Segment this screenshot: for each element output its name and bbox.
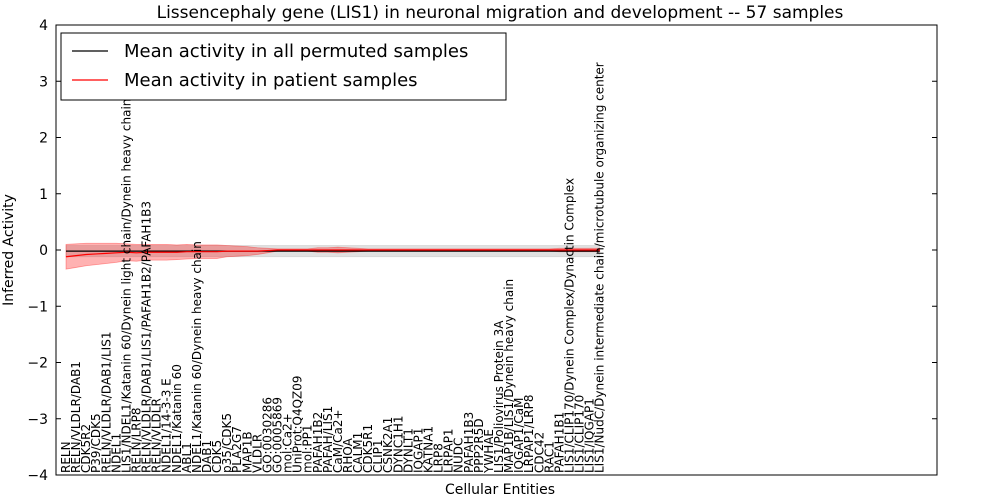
x-tick-label: P39/CDK5	[89, 413, 103, 473]
x-tick-label: LIS1/CLIP170/Dynein Complex/Dynactin Com…	[563, 178, 577, 473]
x-tick-label: LIS1/Poliovirus Protein 3A	[492, 320, 506, 473]
x-tick-label: CDC42	[532, 432, 546, 473]
x-tick-label: CLIP1	[371, 440, 385, 473]
x-tick-label: NDEL1	[109, 433, 123, 473]
x-tick-label: RELN/VLDLR	[150, 398, 164, 473]
x-tick-label: PAFAH1B2	[311, 412, 325, 473]
x-tick-label: CDK5	[210, 440, 224, 473]
x-tick-label: PPP2R5D	[472, 418, 486, 473]
x-tick-label: DYNLT1	[401, 428, 415, 473]
x-tick-label: CDK5R2	[79, 424, 93, 473]
x-tick-label: UniProt:Q4QZ09	[291, 375, 305, 473]
y-tick-label: 2	[39, 131, 48, 147]
legend-box	[60, 32, 507, 101]
x-tick-label: NUDC	[452, 438, 466, 473]
y-tick-label: 0	[39, 243, 48, 259]
x-tick-label: IQGAP1	[411, 428, 425, 473]
x-tick-label: VLDLR	[250, 434, 264, 473]
x-tick-label: RAC1	[542, 441, 556, 473]
x-tick-label: RELN/LRP8	[129, 407, 143, 473]
x-tick-label: NDEL1/Katanin 60/Dynein heavy chain	[190, 241, 204, 473]
legend-label-patient: Mean activity in patient samples	[124, 70, 418, 91]
x-tick-label: LIS1/NudC/Dynein intermediate chain/micr…	[593, 62, 607, 473]
x-tick-label: mol:Ca2+	[281, 413, 295, 473]
legend: Mean activity in all permuted samples Me…	[60, 32, 507, 101]
x-tick-label: CALM1	[351, 432, 365, 473]
x-tick-label: NDEL1/14-3-3 E	[160, 378, 174, 473]
x-tick-label: p35/CDK5	[220, 413, 234, 473]
x-tick-label: GO:0030286	[260, 397, 274, 473]
x-tick-label: KATNA1	[422, 426, 436, 473]
x-tick-label: RELN/VLDLR/DAB1/LIS1	[99, 332, 113, 473]
chart-title: Lissencephaly gene (LIS1) in neuronal mi…	[157, 3, 844, 23]
x-axis-label: Cellular Entities	[445, 482, 555, 498]
x-tick-label: LRP8	[432, 443, 446, 473]
y-tick-label: −4	[27, 468, 48, 484]
y-axis-label: Inferred Activity	[1, 194, 17, 306]
y-tick-label: 3	[39, 74, 48, 90]
x-tick-label: IQGAP1/CaM	[512, 398, 526, 474]
x-tick-label: PAFAH1B3	[462, 412, 476, 473]
x-tick-label: LRPAP1/LRP8	[522, 394, 536, 473]
x-tick-label: LRPAP1	[442, 428, 456, 473]
x-axis-tick-labels: RELNRELN/VLDLR/DAB1CDK5R2P39/CDK5RELN/VL…	[59, 62, 607, 474]
x-tick-label: YWHAE	[482, 429, 496, 474]
y-tick-label: −1	[27, 299, 48, 315]
x-tick-label: CaM/Ca2+	[331, 409, 345, 473]
y-tick-label: 1	[39, 187, 48, 203]
y-tick-label: −2	[27, 356, 48, 372]
x-tick-label: DAB1	[200, 440, 214, 473]
x-tick-label: PLA2G7	[230, 426, 244, 473]
x-tick-label: CDK5R1	[361, 424, 375, 473]
x-tick-label: mol:PP1	[301, 424, 315, 473]
x-tick-label: ABL1	[180, 442, 194, 473]
x-tick-label: RELN	[59, 441, 73, 473]
line-patient-mean	[65, 249, 600, 258]
x-tick-label: LIS1/IQGAP1	[583, 398, 597, 473]
x-tick-label: RHOA	[341, 437, 355, 473]
x-tick-label: MAP1B/LIS1/Dynein heavy chain	[502, 279, 516, 473]
x-tick-label: MAP1B	[240, 431, 254, 473]
x-tick-label: RELN/VLDLR/DAB1	[69, 361, 83, 473]
x-tick-label: DYNC1H1	[391, 415, 405, 473]
x-tick-label: PAFAH1B1	[552, 412, 566, 473]
plot-frame	[55, 24, 938, 476]
x-tick-label: CSNK2A1	[381, 417, 395, 473]
x-tick-label: RELN/VLDLR/DAB1/LIS1/PAFAH1B2/PAFAH1B3	[140, 201, 154, 473]
series-lines	[65, 249, 600, 258]
y-tick-label: 4	[39, 18, 48, 34]
x-tick-label: NDEL1/Katanin 60	[170, 364, 184, 473]
x-tick-label: PAFAH/LIS1	[321, 406, 335, 473]
x-tick-label: GO:0005869	[270, 397, 284, 473]
y-tick-label: −3	[27, 412, 48, 428]
legend-label-permuted: Mean activity in all permuted samples	[124, 41, 468, 62]
x-tick-label: LIS1/NDEL1/Katanin 60/Dynein light chain…	[119, 99, 133, 473]
x-tick-label: LIS1/CLIP170	[573, 395, 587, 473]
